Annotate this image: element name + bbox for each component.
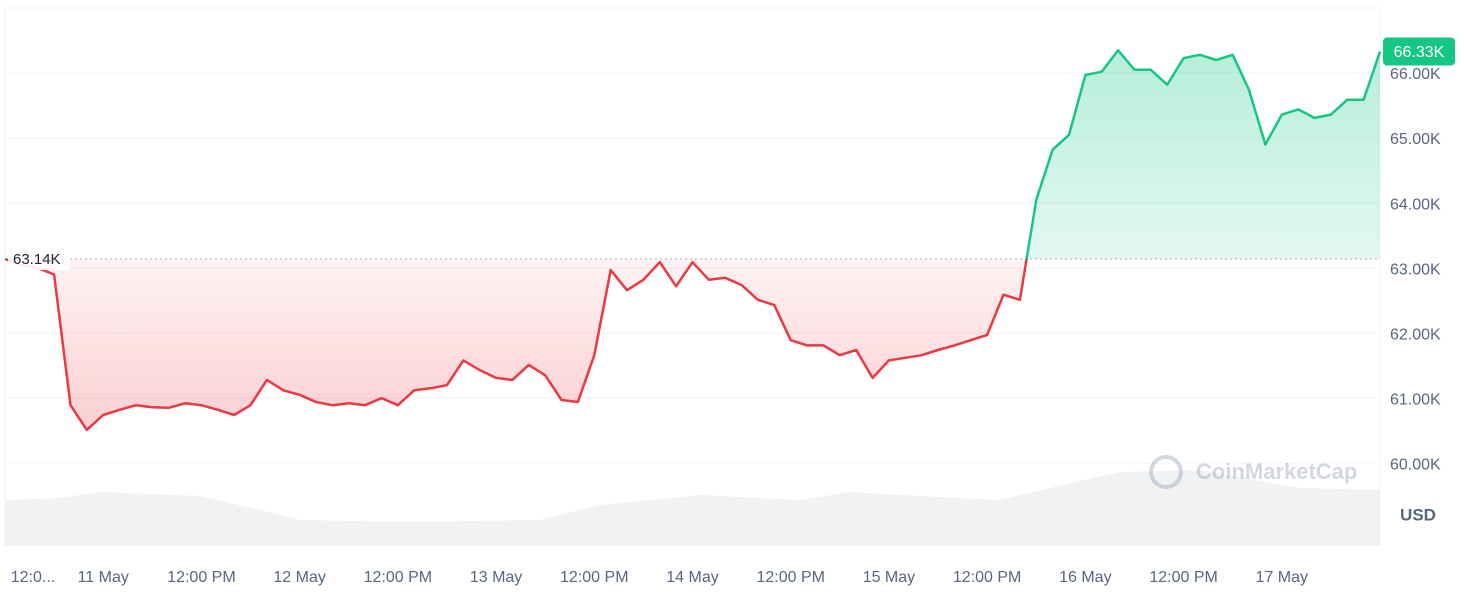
baseline-badge (8, 247, 70, 270)
x-tick-label: 13 May (470, 569, 522, 586)
y-tick-label: 60.00K (1390, 456, 1441, 473)
y-tick-label: 65.00K (1390, 131, 1441, 148)
watermark: CoinMarketCap (1149, 455, 1357, 489)
x-tick-label: 16 May (1059, 569, 1111, 586)
x-tick-label: 17 May (1256, 569, 1308, 586)
volume-area (5, 470, 1380, 545)
x-tick-label: 12 May (273, 569, 325, 586)
y-tick-label: 66.00K (1390, 66, 1441, 83)
x-tick-label: 11 May (78, 569, 129, 586)
x-tick-label: 12:00 PM (364, 569, 432, 586)
x-tick-label: 12:00 PM (756, 569, 824, 586)
price-line (4, 49, 1382, 432)
last-price-label: 66.33K (1394, 44, 1445, 61)
price-area (5, 50, 1380, 430)
y-tick-label: 64.00K (1390, 196, 1441, 213)
x-tick-label: 12:00 PM (167, 569, 235, 586)
y-tick-label: 61.00K (1390, 391, 1441, 408)
x-tick-label: 12:00 PM (560, 569, 628, 586)
y-tick-label: 62.00K (1390, 326, 1441, 343)
x-tick-label: 12:00 PM (953, 569, 1021, 586)
y-tick-label: 63.00K (1390, 261, 1441, 278)
x-tick-label: 15 May (863, 569, 915, 586)
x-tick-label: 12:0... (11, 569, 55, 586)
last-price-badge (1383, 37, 1455, 66)
x-tick-label: 14 May (666, 569, 718, 586)
watermark-text: CoinMarketCap (1196, 459, 1357, 484)
unit-label: USD (1400, 505, 1436, 524)
x-tick-label: 12:00 PM (1149, 569, 1217, 586)
baseline-label: 63.14K (13, 251, 61, 268)
